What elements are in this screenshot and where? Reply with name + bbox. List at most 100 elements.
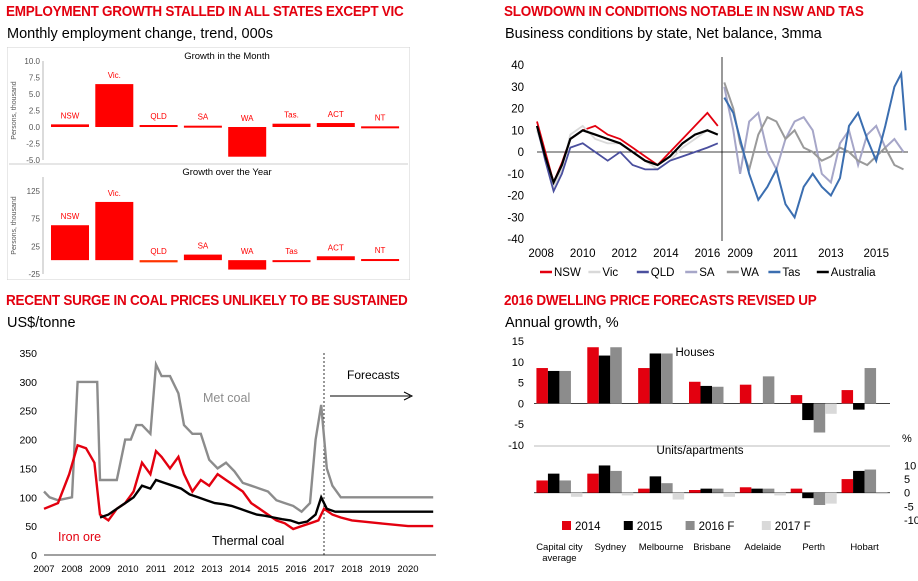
month-bar-nsw [51,124,89,127]
month-ytick: -5.0 [26,156,40,165]
houses-bar-adelaide-2016-f [762,376,775,404]
units-bar-hobart-2017-f [876,492,888,495]
units-bar-brisbane-2014 [689,490,701,493]
ytick: 20 [511,104,524,116]
coal-subtitle: US$/tonne [7,315,76,331]
year-label-vic: Vic. [108,189,121,198]
employment-subtitle: Monthly employment change, trend, 000s [7,26,273,42]
year-bar-tas [272,260,311,263]
category-melbourne: Melbourne [639,542,684,553]
xtick-left: 2012 [612,248,638,260]
month-label-wa: WA [241,114,254,123]
year-ylabel: Persons, thousand [11,196,18,254]
year-ytick: 25 [31,242,40,251]
units-bar-melbourne-2014 [638,488,650,493]
month-title: Growth in the Month [184,51,270,62]
houses-bar-melbourne-2015 [649,353,662,404]
legend-swatch-2015 [623,521,633,530]
year-label-tas: Tas [285,247,297,256]
ytick: 0 [518,147,524,159]
xtick: 2018 [341,564,362,575]
legend-label-nsw: NSW [554,267,581,279]
houses-bar-perth-2015 [802,403,814,421]
units-bar-perth-2017-f [825,492,837,504]
xtick: 2012 [173,564,194,575]
month-ytick: 10.0 [24,57,40,66]
month-label-nt: NT [375,113,386,122]
forecast-arrow-head [403,391,414,401]
line-tas [723,70,907,220]
category-capital-city-average: Capital city [536,542,583,553]
houses-bar-melbourne-2016-f [661,353,673,404]
ytick: 0 [31,550,37,562]
employment-title: EMPLOYMENT GROWTH STALLED IN ALL STATES … [6,3,404,20]
month-ytick: 7.5 [29,74,41,83]
units-bar-hobart-2016-f [864,469,877,493]
legend-label-2015: 2015 [637,521,663,533]
legend-label-2017-f: 2017 F [775,521,811,533]
xtick-left: 2014 [653,248,679,260]
coal-chart: 350 300 250 200 150 100 50 0 2007 2008 2009 2010 201… [19,348,436,575]
xtick: 2016 [285,564,306,575]
ytick: 350 [19,348,37,360]
units-bar-capital-city-average-2016-f [559,480,571,493]
houses-ytick: -10 [508,440,524,452]
employment-chart: Growth in the Month Persons, thousand 10.0… [7,47,410,280]
month-ylabel: Persons, thousand [11,81,18,139]
legend-swatch-2017-f [761,521,771,530]
xtick-left: 2010 [570,248,596,260]
ytick: 300 [19,377,37,389]
houses-bar-hobart-2014 [841,390,854,404]
category-adelaide: Adelaide [744,542,781,553]
houses-bar-hobart-2016-f [864,368,877,404]
xtick: 2011 [146,564,166,575]
year-bar-sa [183,254,222,261]
ytick: 10 [511,125,524,137]
year-label-act: ACT [328,243,344,252]
houses-bar-capital-city-average-2015 [547,370,560,404]
xtick-right: 2013 [818,248,844,260]
line-australia [535,125,719,186]
month-label-sa: SA [198,113,209,122]
units-bar-capital-city-average-2015 [547,473,560,493]
year-bar-wa [228,260,267,270]
xtick: 2015 [257,564,278,575]
ytick: 250 [19,406,37,418]
xtick: 2017 [313,564,334,575]
legend-label-vic: Vic [602,267,618,279]
houses-bar-capital-city-average-2014 [536,368,548,404]
month-ytick: 5.0 [29,90,41,99]
xtick: 2020 [397,564,418,575]
units-bar-capital-city-average-2014 [536,480,548,493]
year-ytick: 75 [31,215,40,224]
conditions-title: SLOWDOWN IN CONDITIONS NOTABLE IN NSW AN… [504,3,864,20]
legend-label-2014: 2014 [575,521,601,533]
units-ytick: 10 [904,460,916,472]
legend-label-2016-f: 2016 F [699,521,735,533]
category-perth: Perth [802,542,825,553]
month-label-qld: QLD [150,112,167,121]
units-ytick: -10 [904,515,918,527]
houses-bar-brisbane-2015 [700,385,712,404]
units-bar-brisbane-2016-f [712,488,724,493]
legend-swatch-2014 [562,521,571,530]
month-bar-sa [183,125,222,128]
units-unit: % [902,433,912,445]
xtick: 2014 [229,564,250,575]
dwelling-title: 2016 DWELLING PRICE FORECASTS REVISED UP [504,292,817,309]
units-bar-brisbane-2015 [700,488,712,493]
line-met-coal [43,359,434,514]
ytick: -20 [507,191,524,203]
xtick: 2010 [117,564,138,575]
year-label-qld: QLD [150,247,167,256]
coal-title: RECENT SURGE IN COAL PRICES UNLIKELY TO … [6,292,408,309]
ytick: 50 [25,521,37,533]
year-label-sa: SA [198,242,209,251]
month-bar-vic [95,84,134,127]
category-brisbane: Brisbane [693,542,731,553]
ytick: -30 [507,212,524,224]
xtick-left: 2016 [695,248,721,260]
category-sydney: Sydney [594,542,626,553]
xtick: 2019 [369,564,390,575]
